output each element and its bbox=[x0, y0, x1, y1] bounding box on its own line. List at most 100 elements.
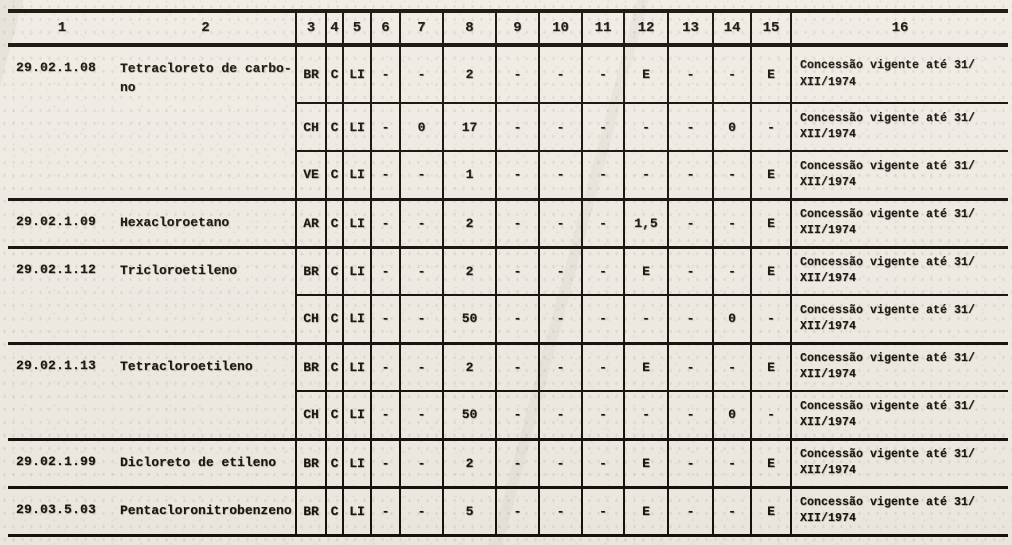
concession-note: Concessão vigente até 31/ XII/1974 bbox=[790, 294, 1008, 343]
cell-col8: 50 bbox=[442, 294, 496, 343]
cell-col15: E bbox=[750, 199, 791, 247]
cell-col10: - bbox=[538, 199, 582, 247]
column-header-7: 7 bbox=[399, 11, 443, 45]
cell-col5: LI bbox=[342, 150, 371, 199]
column-header-2: 2 bbox=[201, 20, 210, 36]
table-row: VE C LI - - 1 - - - - - - E Concessão vi… bbox=[8, 150, 1008, 199]
product-code: 29.02.1.13 bbox=[16, 357, 97, 373]
cell-col14: - bbox=[712, 487, 751, 535]
column-header-5: 5 bbox=[342, 11, 371, 45]
table-row: 29.02.1.08 Tetracloreto de carbo- no BR … bbox=[8, 45, 1008, 103]
cell-col5: LI bbox=[342, 45, 371, 103]
cell-col12: E bbox=[623, 439, 668, 487]
cell-col6: - bbox=[370, 439, 400, 487]
cell-col9: - bbox=[495, 487, 539, 535]
cell-col14: - bbox=[712, 150, 751, 199]
cell-col7: - bbox=[399, 487, 443, 535]
cell-col9: - bbox=[495, 343, 539, 391]
column-header-13: 13 bbox=[667, 11, 713, 45]
table-row: 29.03.5.03 Pentacloronitrobenzeno BR C L… bbox=[8, 487, 1008, 535]
column-header-1-2: 1 2 bbox=[8, 11, 296, 45]
cell-col9: - bbox=[495, 45, 539, 103]
cell-col5: LI bbox=[342, 390, 371, 439]
column-header-4: 4 bbox=[325, 11, 343, 45]
cell-col4: C bbox=[325, 487, 343, 535]
cell-col14: - bbox=[712, 45, 751, 103]
cell-col5: LI bbox=[342, 102, 371, 151]
cell-col10: - bbox=[538, 390, 582, 439]
product-cell: 29.02.1.08 Tetracloreto de carbo- no bbox=[8, 45, 296, 199]
cell-col13: - bbox=[667, 294, 713, 343]
product-name: Hexacloroetano bbox=[120, 214, 230, 230]
cell-col5: LI bbox=[342, 247, 371, 295]
column-header-10: 10 bbox=[538, 11, 582, 45]
cell-col4: C bbox=[325, 102, 343, 151]
cell-col9: - bbox=[495, 390, 539, 439]
cell-col10: - bbox=[538, 294, 582, 343]
product-group-29-02-1-99: 29.02.1.99 Dicloreto de etileno BR C LI … bbox=[8, 439, 1008, 487]
cell-col10: - bbox=[538, 247, 582, 295]
country-cell: VE bbox=[295, 150, 326, 199]
cell-col13: - bbox=[667, 247, 713, 295]
country-cell: AR bbox=[295, 199, 326, 247]
column-header-6: 6 bbox=[370, 11, 400, 45]
cell-col14: 0 bbox=[712, 294, 751, 343]
cell-col8: 2 bbox=[442, 343, 496, 391]
cell-col4: C bbox=[325, 294, 343, 343]
concession-note: Concessão vigente até 31/ XII/1974 bbox=[790, 247, 1008, 295]
column-header-16: 16 bbox=[790, 11, 1008, 45]
cell-col11: - bbox=[581, 294, 624, 343]
cell-col10: - bbox=[538, 150, 582, 199]
cell-col14: - bbox=[712, 199, 751, 247]
cell-col8: 2 bbox=[442, 45, 496, 103]
product-code: 29.02.1.12 bbox=[16, 261, 97, 277]
cell-col12: - bbox=[623, 390, 668, 439]
cell-col5: LI bbox=[342, 294, 371, 343]
country-cell: CH bbox=[295, 390, 326, 439]
cell-col13: - bbox=[667, 487, 713, 535]
cell-col12: E bbox=[623, 487, 668, 535]
cell-col8: 50 bbox=[442, 390, 496, 439]
product-code: 29.02.1.08 bbox=[16, 60, 97, 75]
cell-col7: - bbox=[399, 294, 443, 343]
column-header-14: 14 bbox=[712, 11, 751, 45]
concession-note: Concessão vigente até 31/ XII/1974 bbox=[790, 150, 1008, 199]
column-header-15: 15 bbox=[750, 11, 791, 45]
country-cell: BR bbox=[295, 343, 326, 391]
cell-col6: - bbox=[370, 45, 400, 103]
cell-col4: C bbox=[325, 45, 343, 103]
cell-col13: - bbox=[667, 199, 713, 247]
table-row: 29.02.1.13 Tetracloroetileno BR C LI - -… bbox=[8, 343, 1008, 391]
cell-col9: - bbox=[495, 294, 539, 343]
cell-col13: - bbox=[667, 102, 713, 151]
cell-col9: - bbox=[495, 439, 539, 487]
cell-col11: - bbox=[581, 390, 624, 439]
cell-col6: - bbox=[370, 247, 400, 295]
cell-col8: 17 bbox=[442, 102, 496, 151]
country-cell: BR bbox=[295, 247, 326, 295]
cell-col7: - bbox=[399, 247, 443, 295]
cell-col8: 1 bbox=[442, 150, 496, 199]
cell-col15: E bbox=[750, 487, 791, 535]
cell-col11: - bbox=[581, 150, 624, 199]
table-row: 29.02.1.99 Dicloreto de etileno BR C LI … bbox=[8, 439, 1008, 487]
concession-note: Concessão vigente até 31/ XII/1974 bbox=[790, 102, 1008, 151]
product-cell: 29.02.1.09 Hexacloroetano bbox=[8, 199, 296, 247]
cell-col6: - bbox=[370, 343, 400, 391]
column-header-8: 8 bbox=[442, 11, 496, 45]
cell-col10: - bbox=[538, 343, 582, 391]
cell-col4: C bbox=[325, 390, 343, 439]
product-name: Tetracloreto de carbo- no bbox=[120, 61, 292, 95]
cell-col15: E bbox=[750, 150, 791, 199]
table-row: CH C LI - - 50 - - - - - 0 - Concessão v… bbox=[8, 390, 1008, 439]
cell-col12: E bbox=[623, 343, 668, 391]
cell-col13: - bbox=[667, 343, 713, 391]
country-cell: CH bbox=[295, 294, 326, 343]
cell-col12: E bbox=[623, 45, 668, 103]
cell-col12: E bbox=[623, 247, 668, 295]
cell-col4: C bbox=[325, 343, 343, 391]
product-name: Dicloreto de etileno bbox=[120, 454, 277, 470]
cell-col15: - bbox=[750, 102, 791, 151]
cell-col5: LI bbox=[342, 439, 371, 487]
cell-col6: - bbox=[370, 487, 400, 535]
